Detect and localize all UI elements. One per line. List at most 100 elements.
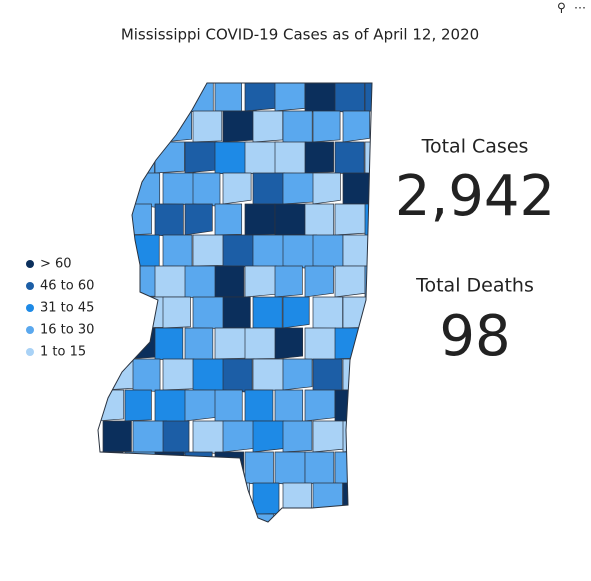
county	[244, 141, 279, 177]
legend-swatch	[26, 260, 34, 268]
county	[98, 451, 124, 484]
total-cases-label: Total Cases	[421, 136, 529, 158]
county	[184, 513, 215, 522]
county	[373, 421, 400, 452]
county	[274, 141, 307, 174]
county	[98, 203, 122, 236]
county	[192, 358, 224, 391]
county	[282, 482, 312, 515]
county	[154, 513, 187, 522]
total-cases-value: 2,942	[395, 164, 555, 229]
county	[364, 513, 372, 522]
county	[124, 389, 152, 422]
county	[282, 234, 318, 270]
county	[162, 296, 191, 329]
county	[304, 513, 336, 522]
county	[98, 327, 128, 363]
county	[342, 358, 372, 391]
county	[184, 265, 219, 300]
legend: > 60 46 to 60 31 to 45 16 to 30 1 to 15	[26, 257, 94, 360]
county	[373, 297, 402, 328]
county	[162, 482, 195, 515]
legend-swatch	[26, 326, 34, 334]
more-options[interactable]: ⋯	[574, 1, 586, 15]
county	[364, 389, 372, 422]
county	[282, 296, 310, 329]
county	[342, 234, 372, 267]
county	[304, 389, 336, 422]
county	[102, 234, 130, 267]
legend-label: 1 to 15	[40, 345, 86, 360]
county	[282, 420, 313, 453]
county	[364, 265, 372, 299]
county	[222, 172, 252, 205]
legend-label: 16 to 30	[40, 323, 94, 338]
county	[244, 451, 274, 486]
county	[373, 483, 405, 514]
county	[252, 420, 285, 453]
county	[334, 141, 365, 175]
county	[312, 234, 344, 268]
county	[312, 172, 341, 205]
county	[334, 265, 366, 298]
county	[124, 83, 155, 112]
county	[102, 172, 133, 206]
map-title: Mississippi COVID-19 Cases as of April 1…	[121, 26, 479, 44]
county	[334, 513, 370, 522]
county	[282, 358, 313, 391]
county	[214, 389, 243, 422]
county	[154, 451, 185, 484]
legend-label: 46 to 60	[40, 279, 94, 294]
pin-icon[interactable]: ⚲	[557, 1, 566, 15]
county	[154, 141, 185, 174]
state-outline	[97, 82, 373, 523]
county	[192, 110, 223, 143]
county	[304, 451, 335, 486]
county	[282, 172, 317, 205]
county	[132, 110, 163, 143]
county	[244, 203, 276, 236]
county	[102, 296, 136, 329]
county	[312, 358, 343, 394]
legend-swatch	[26, 282, 34, 290]
county	[274, 327, 304, 360]
county	[312, 296, 343, 329]
county	[304, 203, 335, 239]
county	[98, 265, 122, 302]
county	[282, 110, 313, 145]
county	[274, 389, 304, 423]
county	[192, 420, 227, 455]
county	[222, 296, 251, 329]
county	[244, 265, 277, 298]
county	[132, 358, 161, 393]
county	[124, 203, 152, 236]
county	[192, 482, 221, 515]
county	[244, 83, 277, 112]
county	[304, 83, 339, 116]
county	[192, 172, 221, 207]
county	[162, 358, 195, 391]
total-deaths-value: 98	[439, 304, 510, 369]
county	[162, 234, 193, 267]
county	[312, 420, 345, 453]
county	[334, 83, 365, 116]
county	[222, 420, 257, 453]
county	[222, 482, 250, 515]
total-deaths-label: Total Deaths	[415, 275, 534, 297]
county	[274, 83, 306, 112]
county	[184, 203, 213, 236]
county	[274, 203, 308, 236]
county	[214, 513, 248, 522]
county	[124, 451, 156, 487]
county	[342, 110, 371, 143]
county-map	[98, 83, 405, 522]
county	[184, 389, 216, 422]
county	[132, 420, 168, 456]
county	[342, 172, 370, 205]
county	[154, 265, 188, 298]
county	[373, 359, 403, 390]
county	[154, 203, 184, 238]
county	[364, 327, 372, 361]
county	[102, 482, 137, 515]
